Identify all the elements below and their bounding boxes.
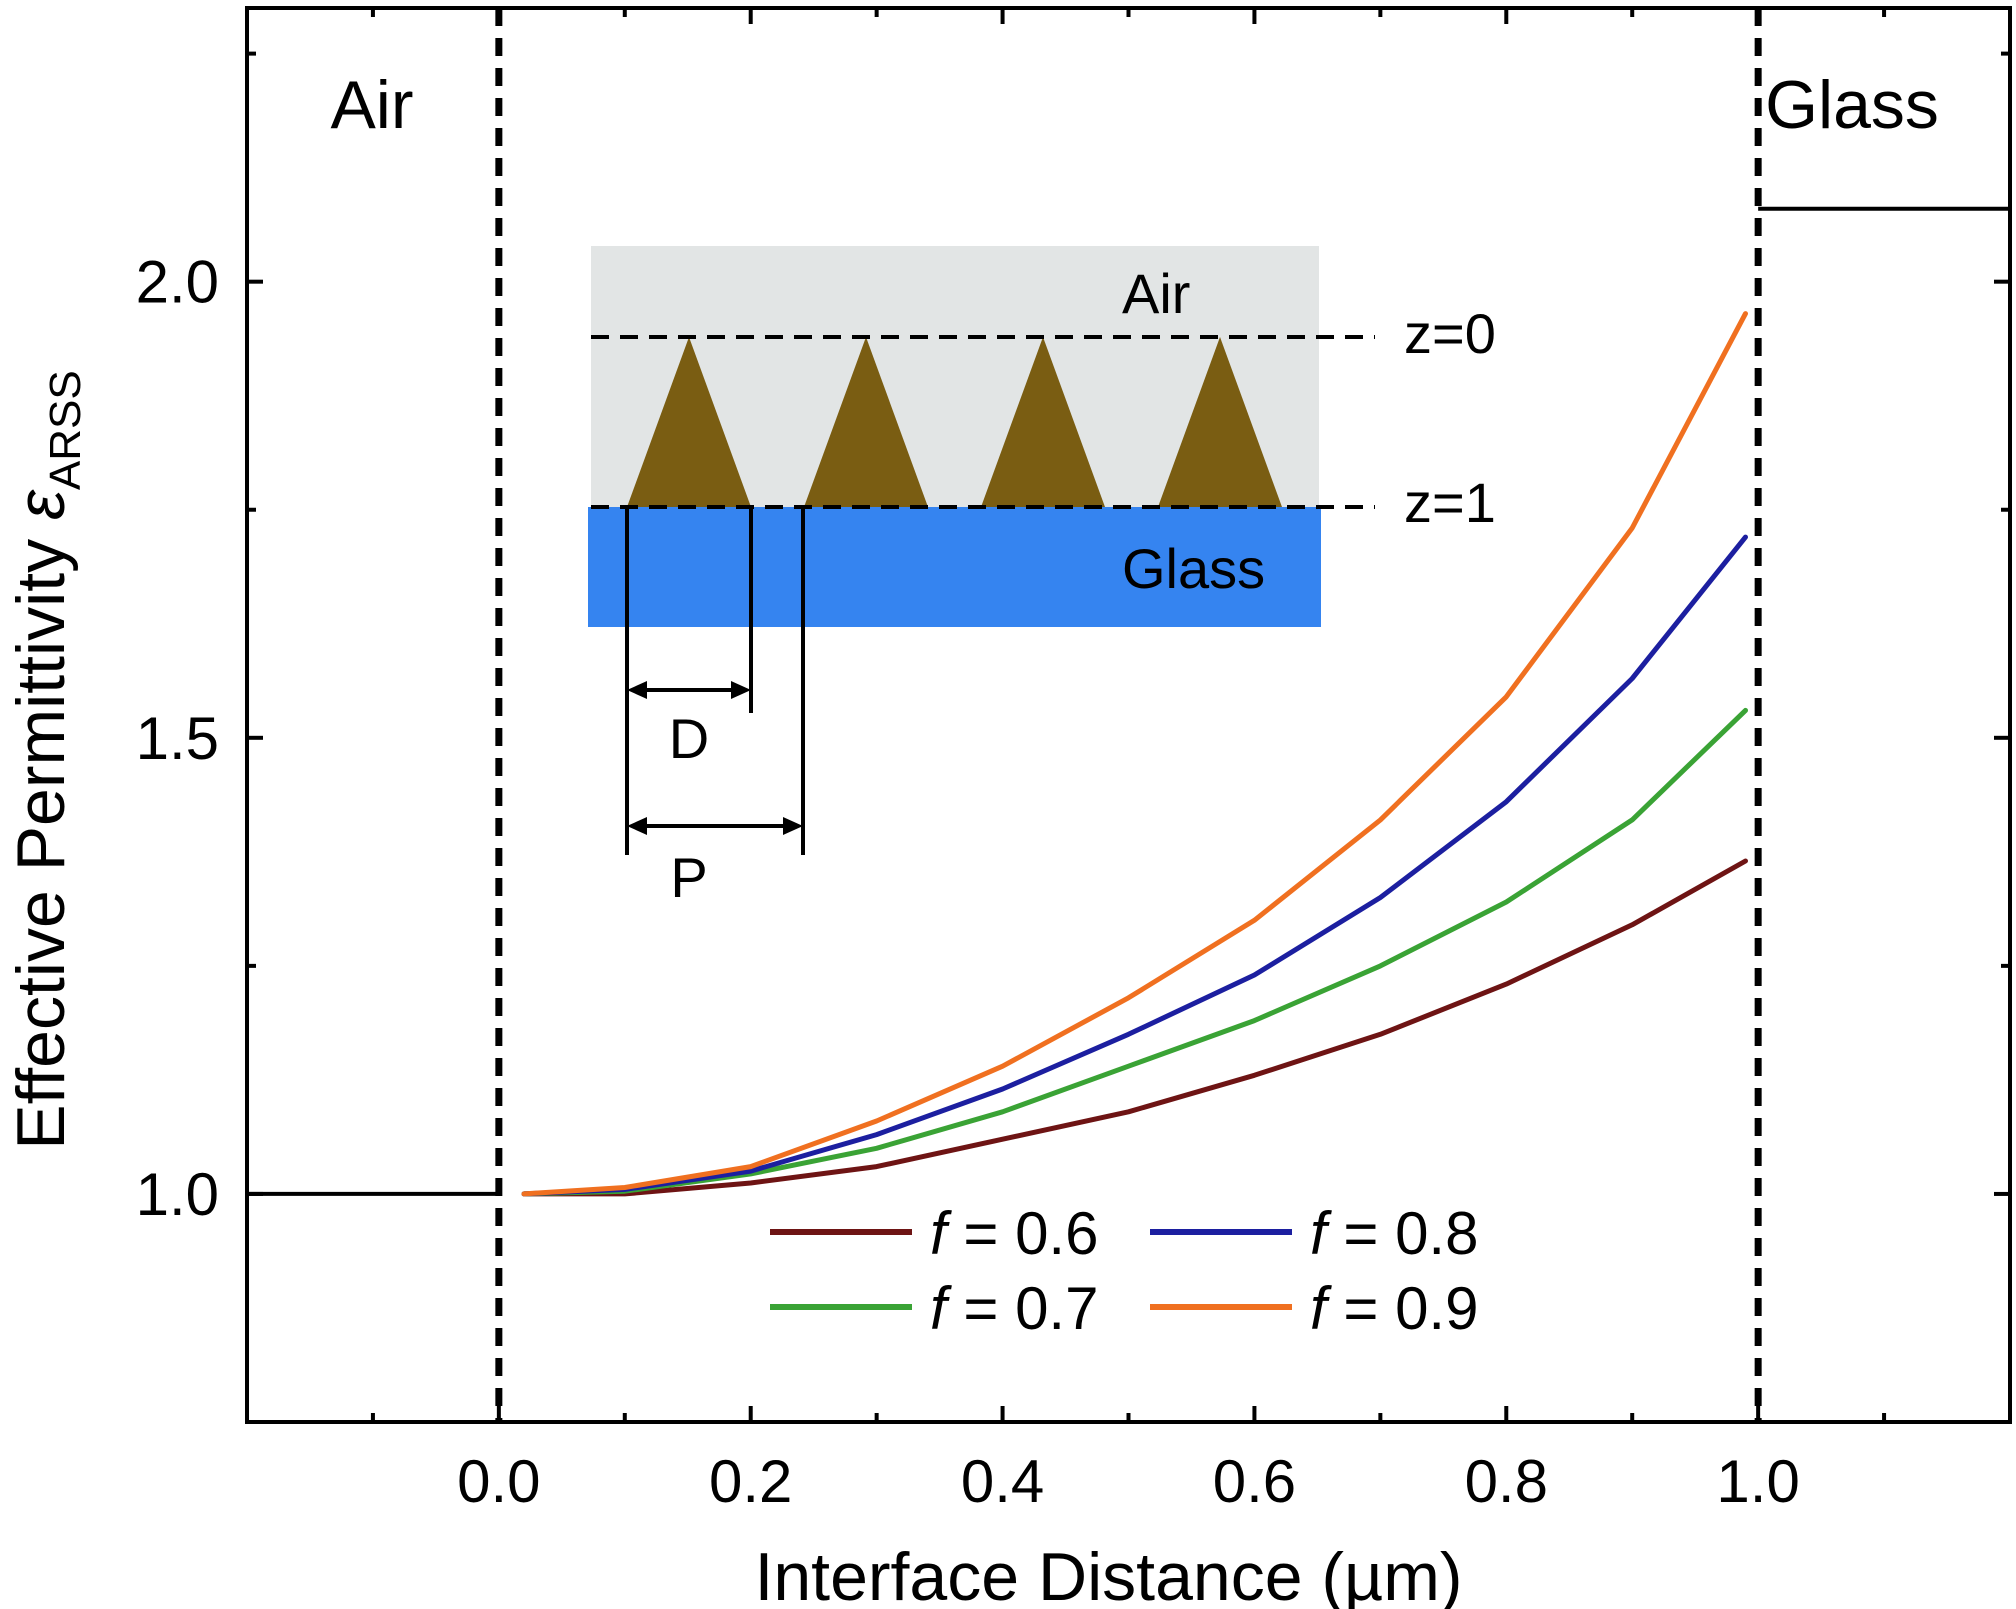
series-line xyxy=(521,707,1748,1197)
legend-label-value: 0.6 xyxy=(1015,1200,1098,1267)
legend-item: f = 0.6 xyxy=(770,1200,1098,1267)
y-axis-label-main: Effective Permittivity xyxy=(3,520,79,1150)
inset-diameter-arrow-arrowhead-right xyxy=(731,681,751,699)
legend-label-eq: = xyxy=(947,1200,1015,1267)
legend-item: f = 0.7 xyxy=(770,1275,1098,1342)
y-tick-label: 2.0 xyxy=(136,249,219,316)
plot-frame xyxy=(245,6,2012,1424)
legend-label-f: f xyxy=(930,1200,952,1267)
legend-label-value: 0.9 xyxy=(1395,1275,1478,1342)
inset-label-z0: z=0 xyxy=(1404,302,1496,365)
inset-label-glass: Glass xyxy=(1122,537,1265,600)
legend-item: f = 0.9 xyxy=(1150,1275,1478,1342)
legend-label: f = 0.6 xyxy=(930,1200,1098,1267)
inset-label-z1: z=1 xyxy=(1404,471,1496,534)
x-axis-label: Interface Distance (µm) xyxy=(754,1539,1462,1609)
x-tick-label: 0.6 xyxy=(1213,1448,1296,1515)
inset-period-arrow-arrowhead-left xyxy=(627,817,647,835)
legend-item: f = 0.8 xyxy=(1150,1200,1478,1267)
legend-label-eq: = xyxy=(947,1275,1015,1342)
inset-cone xyxy=(627,337,751,507)
inset-cone xyxy=(981,337,1105,507)
y-axis-label: Effective Permittivity εARSS xyxy=(3,370,90,1150)
x-tick-label: 1.0 xyxy=(1716,1448,1799,1515)
legend-label-value: 0.8 xyxy=(1395,1200,1478,1267)
y-axis-label-subscript: ARSS xyxy=(41,370,90,490)
inset-period-arrow-arrowhead-right xyxy=(783,817,803,835)
inset-schematic: Air Glass z=0 z=1 D P xyxy=(588,246,1496,909)
x-tick-label: 0.2 xyxy=(709,1448,792,1515)
axes: 0.0 0.2 0.4 0.6 0.8 1.0 1.0 1.5 2.0 xyxy=(136,6,2012,1515)
legend-label-f: f xyxy=(1310,1200,1332,1267)
inset-cone xyxy=(804,337,928,507)
reference-lines xyxy=(247,8,2010,1422)
chart-text: Air Glass Interface Distance (µm) Effect… xyxy=(3,67,1939,1609)
inset-label-air: Air xyxy=(1122,262,1190,325)
inset-cone xyxy=(1158,337,1282,507)
inset-glass-region xyxy=(588,507,1321,627)
series-group xyxy=(521,311,1748,1197)
y-tick-label: 1.5 xyxy=(136,705,219,772)
x-tick-label: 0.8 xyxy=(1465,1448,1548,1515)
legend-label: f = 0.9 xyxy=(1310,1275,1478,1342)
inset-label-d: D xyxy=(669,707,709,770)
legend-label-eq: = xyxy=(1327,1275,1395,1342)
legend-label-eq: = xyxy=(1327,1200,1395,1267)
x-tick-label: 0.0 xyxy=(457,1448,540,1515)
x-tick-label: 0.4 xyxy=(961,1448,1044,1515)
inset-diameter-arrow-arrowhead-left xyxy=(627,681,647,699)
legend-label-f: f xyxy=(930,1275,952,1342)
region-label-glass: Glass xyxy=(1765,67,1939,143)
legend-label: f = 0.7 xyxy=(930,1275,1098,1342)
legend-label: f = 0.8 xyxy=(1310,1200,1478,1267)
legend-label-value: 0.7 xyxy=(1015,1275,1098,1342)
inset-label-p: P xyxy=(670,846,707,909)
series-line xyxy=(521,311,1748,1197)
legend: f = 0.6f = 0.7f = 0.8f = 0.9 xyxy=(770,1200,1478,1342)
y-axis-label-symbol: ε xyxy=(3,489,79,520)
legend-label-f: f xyxy=(1310,1275,1332,1342)
series-line xyxy=(521,534,1748,1197)
y-tick-label: 1.0 xyxy=(136,1161,219,1228)
region-label-air: Air xyxy=(330,67,413,143)
series-line xyxy=(521,858,1748,1197)
